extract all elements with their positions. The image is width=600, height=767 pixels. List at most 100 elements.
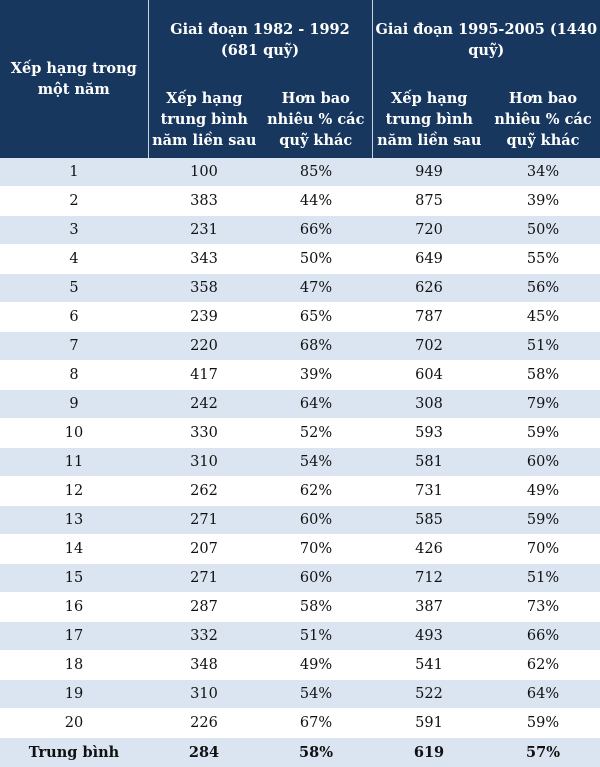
p2-avg-rank-cell: 426 <box>372 535 486 564</box>
p2-better-pct-cell: 62% <box>486 651 600 680</box>
rank-cell: 20 <box>0 709 148 738</box>
p1-avg-rank-cell: 383 <box>148 187 260 216</box>
rank-cell: 16 <box>0 593 148 622</box>
p1-better-pct-cell: 68% <box>260 332 372 361</box>
p1-better-pct-cell: 67% <box>260 709 372 738</box>
p2-avg-rank-cell: 593 <box>372 419 486 448</box>
p1-avg-rank-cell: 220 <box>148 332 260 361</box>
p1-better-pct-cell: 54% <box>260 448 372 477</box>
p1-better-pct-cell: 51% <box>260 622 372 651</box>
p1-avg-rank-cell: 332 <box>148 622 260 651</box>
p2-better-pct-cell: 59% <box>486 506 600 535</box>
p2-avg-rank-cell: 787 <box>372 303 486 332</box>
p1-better-pct-cell: 62% <box>260 477 372 506</box>
rank-cell: 8 <box>0 361 148 390</box>
rank-cell: 11 <box>0 448 148 477</box>
p2-better-pct-cell: 45% <box>486 303 600 332</box>
rank-cell: 3 <box>0 216 148 245</box>
period-1982-1992-header: Giai đoạn 1982 - 1992 (681 quỹ) <box>148 0 372 80</box>
rank-cell: 19 <box>0 680 148 709</box>
rank-cell: 4 <box>0 245 148 274</box>
p2-better-pct-cell: 56% <box>486 274 600 303</box>
p1-better-pct-cell: 60% <box>260 564 372 593</box>
p1-avg-rank-header: Xếp hạng trung bình năm liền sau <box>148 80 260 158</box>
p2-better-pct-cell: 39% <box>486 187 600 216</box>
p2-better-pct-cell: 34% <box>486 158 600 187</box>
p1-better-pct-cell: 39% <box>260 361 372 390</box>
p2-better-pct-cell: 60% <box>486 448 600 477</box>
p1-better-pct-cell: 70% <box>260 535 372 564</box>
rank-cell: 13 <box>0 506 148 535</box>
p1-better-pct-cell: 49% <box>260 651 372 680</box>
p1-avg-rank-cell: 287 <box>148 593 260 622</box>
p2-avg-rank-cell: 541 <box>372 651 486 680</box>
p1-avg-rank-cell: 310 <box>148 680 260 709</box>
p2-avg-rank-cell: 949 <box>372 158 486 187</box>
rank-cell: 15 <box>0 564 148 593</box>
p1-avg-rank-cell: 343 <box>148 245 260 274</box>
p2-avg-rank-cell: 493 <box>372 622 486 651</box>
table-header: Xếp hạng trong một năm Giai đoạn 1982 - … <box>0 0 600 158</box>
p1-better-pct-cell: 47% <box>260 274 372 303</box>
p1-avg-rank-cell: 207 <box>148 535 260 564</box>
p2-avg-rank-cell: 387 <box>372 593 486 622</box>
p2-better-pct-cell: 59% <box>486 419 600 448</box>
p2-better-pct-cell: 55% <box>486 245 600 274</box>
p1-avg-rank-cell: 358 <box>148 274 260 303</box>
p2-avg-rank-cell: 626 <box>372 274 486 303</box>
p2-avg-rank-cell: 649 <box>372 245 486 274</box>
p1-avg-rank-cell: 310 <box>148 448 260 477</box>
rank-column-header: Xếp hạng trong một năm <box>0 0 148 158</box>
p1-better-pct-cell: 50% <box>260 245 372 274</box>
p2-better-pct-cell: 51% <box>486 332 600 361</box>
p1-avg-rank-cell: 271 <box>148 564 260 593</box>
p2-avg-rank-cell: 591 <box>372 709 486 738</box>
p1-avg-rank-cell: 348 <box>148 651 260 680</box>
p1-avg-rank-cell: 226 <box>148 709 260 738</box>
p1-avg-rank-cell: 242 <box>148 390 260 419</box>
p1-avg-rank-cell: 239 <box>148 303 260 332</box>
p1-better-pct-cell: 64% <box>260 390 372 419</box>
rank-cell: 12 <box>0 477 148 506</box>
p1-better-pct-cell: 52% <box>260 419 372 448</box>
p1-better-pct-cell: 85% <box>260 158 372 187</box>
p2-better-pct-cell: 50% <box>486 216 600 245</box>
p2-better-pct-header: Hơn bao nhiêu % các quỹ khác <box>486 80 600 158</box>
p2-avg-rank-cell: 604 <box>372 361 486 390</box>
p1-avg-rank-cell: 271 <box>148 506 260 535</box>
p2-avg-rank-cell: 720 <box>372 216 486 245</box>
p1-better-pct-header: Hơn bao nhiêu % các quỹ khác <box>260 80 372 158</box>
p2-better-pct-cell: 73% <box>486 593 600 622</box>
p1-better-pct-cell: 54% <box>260 680 372 709</box>
p2-better-pct-cell: 66% <box>486 622 600 651</box>
p1-avg-rank-cell: 231 <box>148 216 260 245</box>
p2-avg-rank-cell: 522 <box>372 680 486 709</box>
rank-cell: 2 <box>0 187 148 216</box>
rank-cell: 7 <box>0 332 148 361</box>
p2-avg-rank-cell: 731 <box>372 477 486 506</box>
p2-avg-rank-header: Xếp hạng trung bình năm liền sau <box>372 80 486 158</box>
p2-better-pct-cell: 64% <box>486 680 600 709</box>
p1-better-pct-cell: 66% <box>260 216 372 245</box>
p1-better-pct-cell: 65% <box>260 303 372 332</box>
rank-cell: 10 <box>0 419 148 448</box>
p2-avg-rank-cell: 581 <box>372 448 486 477</box>
period-1995-2005-header: Giai đoạn 1995-2005 (1440 quỹ) <box>372 0 600 80</box>
p1-better-pct-cell: 58% <box>260 593 372 622</box>
rank-cell: 6 <box>0 303 148 332</box>
